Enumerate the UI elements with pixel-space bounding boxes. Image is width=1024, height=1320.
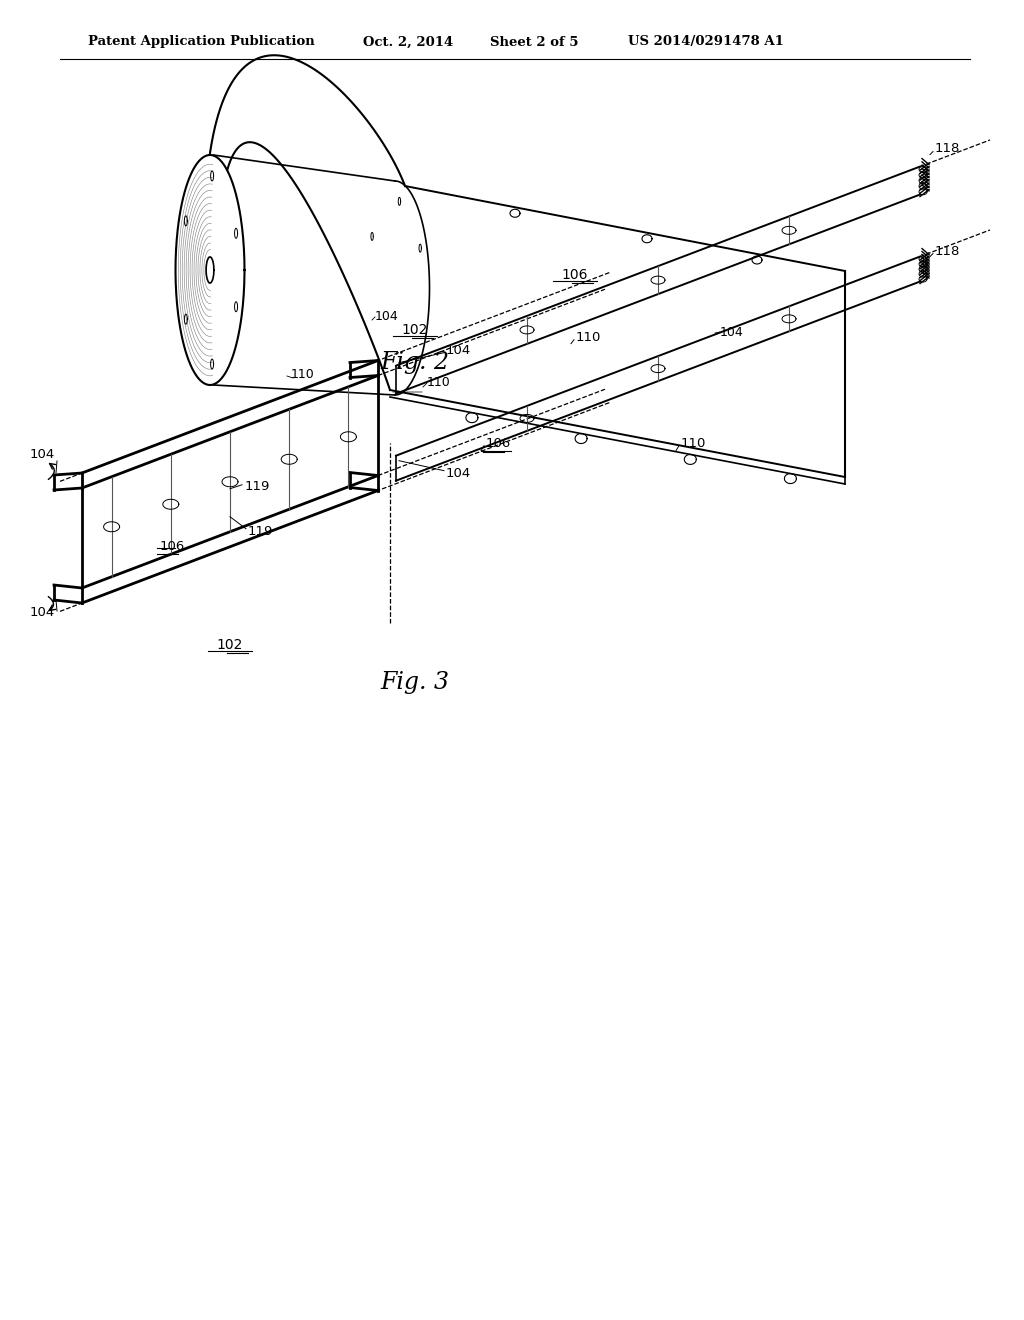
Text: 110: 110 (575, 331, 601, 345)
Text: Patent Application Publication: Patent Application Publication (88, 36, 314, 49)
Text: 104: 104 (446, 345, 471, 358)
Text: 104: 104 (375, 310, 398, 323)
Text: 104: 104 (720, 326, 743, 338)
Text: Fig. 3: Fig. 3 (381, 672, 450, 694)
Text: Oct. 2, 2014: Oct. 2, 2014 (362, 36, 454, 49)
Text: 104: 104 (446, 467, 471, 480)
Text: 106: 106 (562, 268, 588, 282)
Text: 110: 110 (427, 376, 451, 389)
Text: 118: 118 (935, 246, 961, 259)
Text: 104: 104 (30, 606, 55, 619)
Text: 106: 106 (160, 540, 185, 553)
Text: Fig. 2: Fig. 2 (381, 351, 450, 374)
Text: 119: 119 (248, 525, 273, 539)
Text: US 2014/0291478 A1: US 2014/0291478 A1 (628, 36, 784, 49)
Text: 110: 110 (681, 437, 707, 450)
Text: 118: 118 (935, 143, 961, 154)
Text: 102: 102 (401, 323, 428, 337)
Text: Sheet 2 of 5: Sheet 2 of 5 (490, 36, 579, 49)
Text: 110: 110 (291, 367, 314, 380)
Text: 119: 119 (245, 480, 270, 494)
Text: 102: 102 (217, 638, 243, 652)
Text: 104: 104 (30, 449, 55, 462)
Text: 106: 106 (486, 437, 511, 450)
